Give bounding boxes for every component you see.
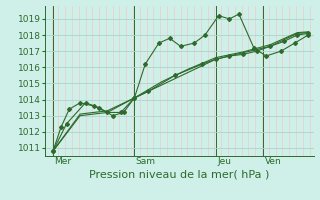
Text: Sam: Sam	[136, 157, 156, 166]
Text: Mer: Mer	[54, 157, 71, 166]
X-axis label: Pression niveau de la mer( hPa ): Pression niveau de la mer( hPa )	[89, 170, 269, 180]
Text: Ven: Ven	[265, 157, 282, 166]
Text: Jeu: Jeu	[217, 157, 231, 166]
